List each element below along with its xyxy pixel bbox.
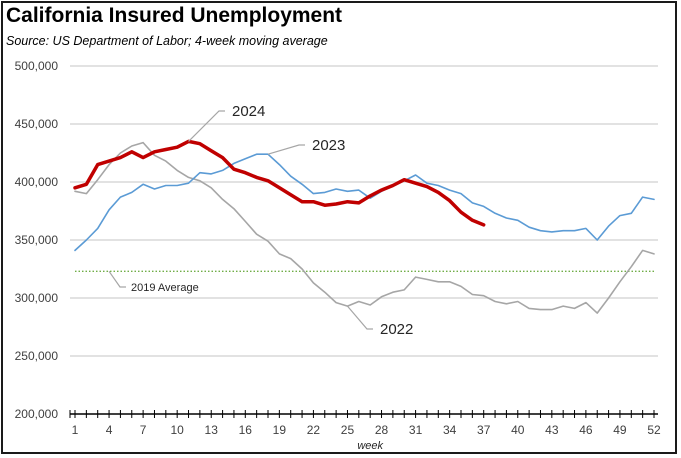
annotations: 2024 2023 2022 2019 Average [108, 103, 413, 338]
x-tick-label: 19 [273, 423, 287, 437]
x-tick-label: 46 [579, 423, 593, 437]
y-axis-tick-labels: 200,000 250,000 300,000 350,000 400,000 450,0… [15, 59, 59, 421]
y-tick-label: 500,000 [15, 59, 59, 73]
leader-line [347, 305, 373, 330]
series-lines [73, 139, 655, 314]
x-tick-label: 25 [341, 423, 355, 437]
series-label-2023: 2023 [312, 137, 345, 154]
x-tick-label: 22 [307, 423, 321, 437]
x-axis [69, 410, 658, 418]
series-label-2024: 2024 [232, 103, 265, 120]
x-tick-label: 7 [140, 423, 147, 437]
x-tick-label: 34 [443, 423, 457, 437]
y-tick-label: 300,000 [15, 291, 59, 305]
y-tick-label: 450,000 [15, 117, 59, 131]
y-tick-label: 400,000 [15, 175, 59, 189]
series-line-2022 [74, 141, 655, 314]
x-tick-label: 16 [239, 423, 253, 437]
x-tick-label: 13 [205, 423, 219, 437]
x-axis-label: week [357, 440, 383, 452]
x-tick-label: 1 [72, 423, 79, 437]
series-line-2023 [74, 153, 655, 252]
x-tick-label: 43 [545, 423, 559, 437]
chart-subtitle: Source: US Department of Labor; 4-week m… [6, 34, 328, 48]
x-tick-label: 52 [647, 423, 661, 437]
x-tick-label: 37 [477, 423, 491, 437]
leader-line [267, 144, 305, 155]
chart-title: California Insured Unemployment [6, 4, 343, 27]
y-tick-label: 350,000 [15, 233, 59, 247]
leader-line [188, 110, 225, 142]
y-tick-label: 200,000 [15, 407, 59, 421]
x-tick-label: 40 [511, 423, 525, 437]
y-tick-label: 250,000 [15, 349, 59, 363]
x-tick-label: 49 [613, 423, 627, 437]
x-tick-label: 10 [170, 423, 184, 437]
x-tick-label: 4 [106, 423, 113, 437]
series-line-2024 [73, 139, 486, 227]
leader-line [108, 270, 126, 288]
x-axis-tick-labels: 1 4 7 10 13 16 19 22 25 28 31 34 37 40 43 46 49 52 [72, 423, 661, 437]
x-tick-label: 28 [375, 423, 389, 437]
gridlines [70, 65, 658, 357]
series-label-2022: 2022 [380, 321, 413, 338]
x-tick-label: 31 [409, 423, 423, 437]
series-label-2019-average: 2019 Average [131, 282, 199, 294]
